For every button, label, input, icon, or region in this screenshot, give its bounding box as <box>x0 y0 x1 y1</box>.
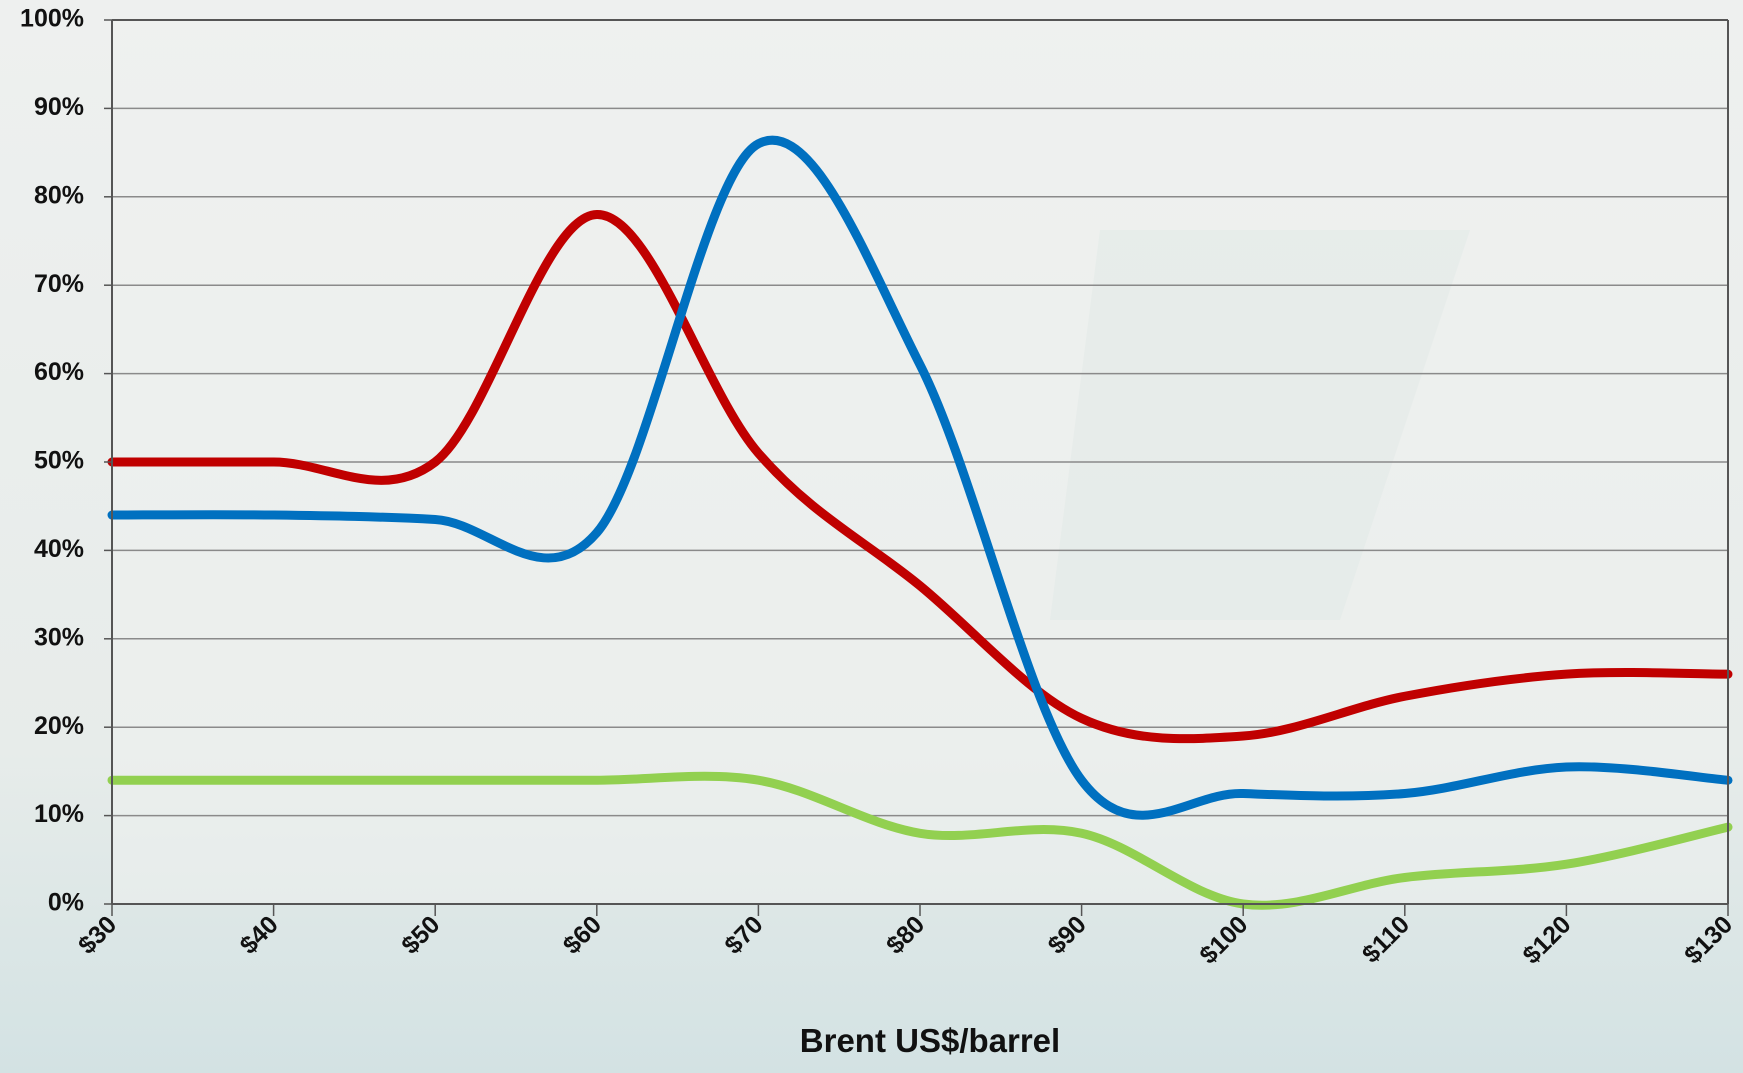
y-tick-label: 90% <box>34 93 84 121</box>
chart: 0%10%20%30%40%50%60%70%80%90%100%$30$40$… <box>0 0 1743 1073</box>
y-tick-label: 30% <box>34 623 84 651</box>
x-axis-label: Brent US$/barrel <box>800 1022 1060 1059</box>
y-tick-label: 80% <box>34 181 84 209</box>
y-tick-label: 0% <box>48 889 84 917</box>
y-tick-label: 20% <box>34 712 84 740</box>
y-tick-label: 70% <box>34 270 84 298</box>
y-tick-label: 50% <box>34 447 84 475</box>
y-tick-label: 60% <box>34 358 84 386</box>
page: {"chart_data": {"type": "line", "x_label… <box>0 0 1743 1073</box>
y-tick-label: 10% <box>34 800 84 828</box>
y-tick-label: 40% <box>34 535 84 563</box>
y-tick-label: 100% <box>20 5 84 33</box>
